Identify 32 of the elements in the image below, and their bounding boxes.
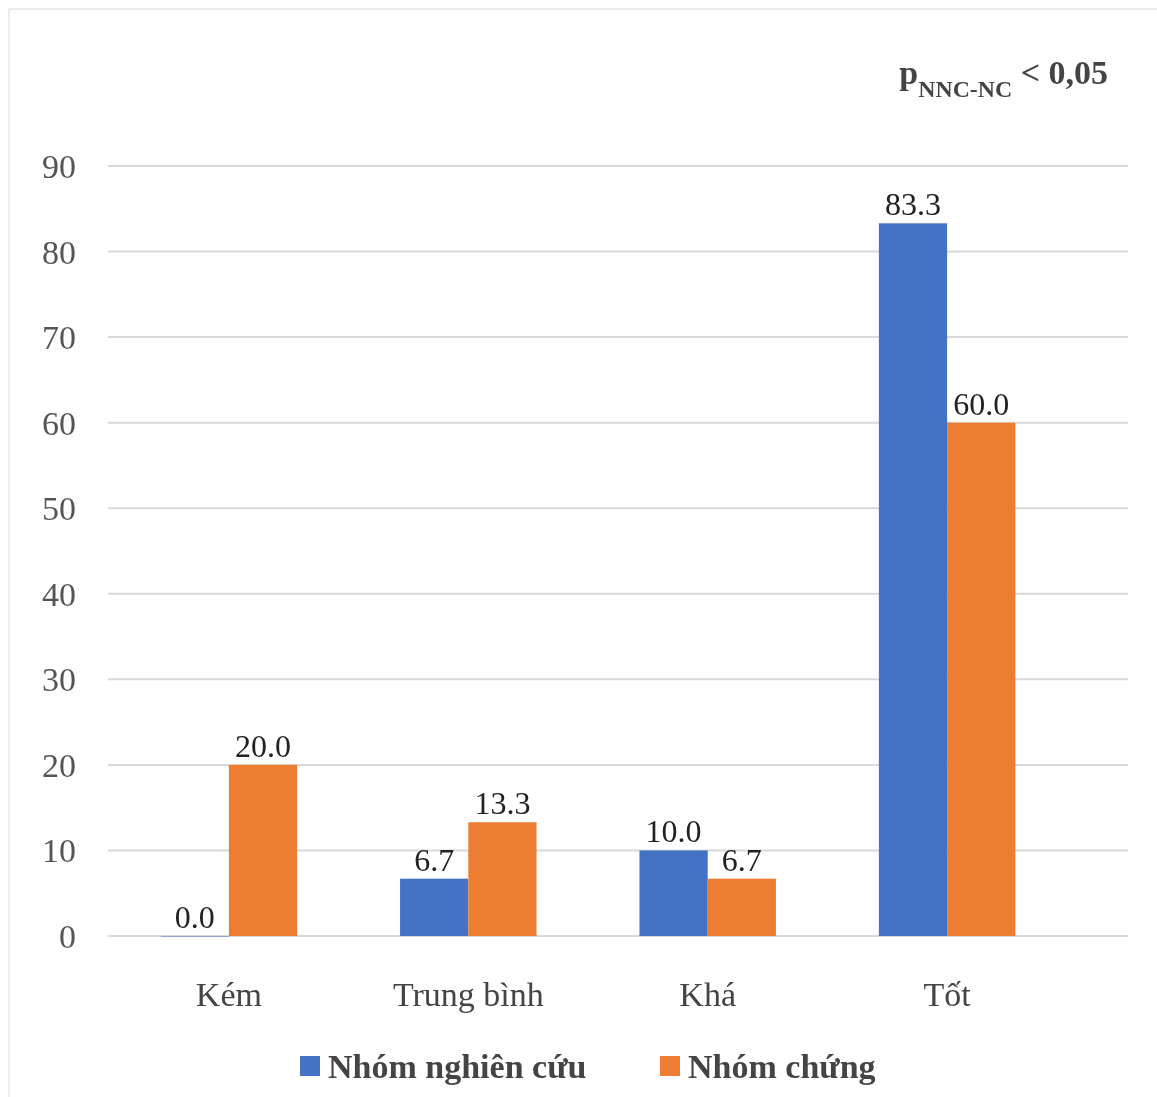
- y-tick-label: 0: [59, 918, 76, 955]
- x-tick-label: Trung bình: [392, 976, 544, 1013]
- y-tick-label: 30: [42, 661, 76, 699]
- y-tick-label: 20: [42, 746, 76, 784]
- text: p$_{NNC-NC}$ < 0,05: [899, 54, 1108, 102]
- data-label: 10.0: [645, 813, 702, 850]
- bar: [400, 878, 469, 936]
- data-label: 83.3: [884, 186, 941, 223]
- data-label: 13.3: [474, 785, 531, 822]
- bar: [639, 850, 708, 936]
- x-tick-label: Tốt: [923, 976, 972, 1013]
- x-tick-label: Khá: [679, 976, 737, 1013]
- bar: [707, 878, 776, 936]
- data-label: 0.0: [174, 899, 215, 935]
- x-tick-label: Kém: [195, 976, 262, 1013]
- y-tick-label: 10: [42, 832, 76, 870]
- bar: [468, 822, 537, 936]
- y-tick-label: 80: [42, 233, 76, 271]
- y-tick-label: 50: [42, 490, 76, 528]
- legend-label: Nhóm nghiên cứu: [328, 1048, 587, 1085]
- bar: [878, 223, 948, 936]
- bar: [228, 764, 298, 936]
- y-tick-label: 70: [42, 319, 76, 357]
- y-tick-label: 90: [42, 148, 76, 185]
- y-tick-label: 60: [42, 404, 76, 442]
- data-label: 6.7: [721, 841, 762, 878]
- bar: [947, 422, 1016, 936]
- y-tick-label: 40: [42, 575, 76, 613]
- data-label: 6.7: [414, 841, 455, 878]
- data-label: 60.0: [953, 385, 1010, 422]
- legend-label: Nhóm chứng: [688, 1048, 876, 1085]
- data-label: 20.0: [235, 727, 292, 764]
